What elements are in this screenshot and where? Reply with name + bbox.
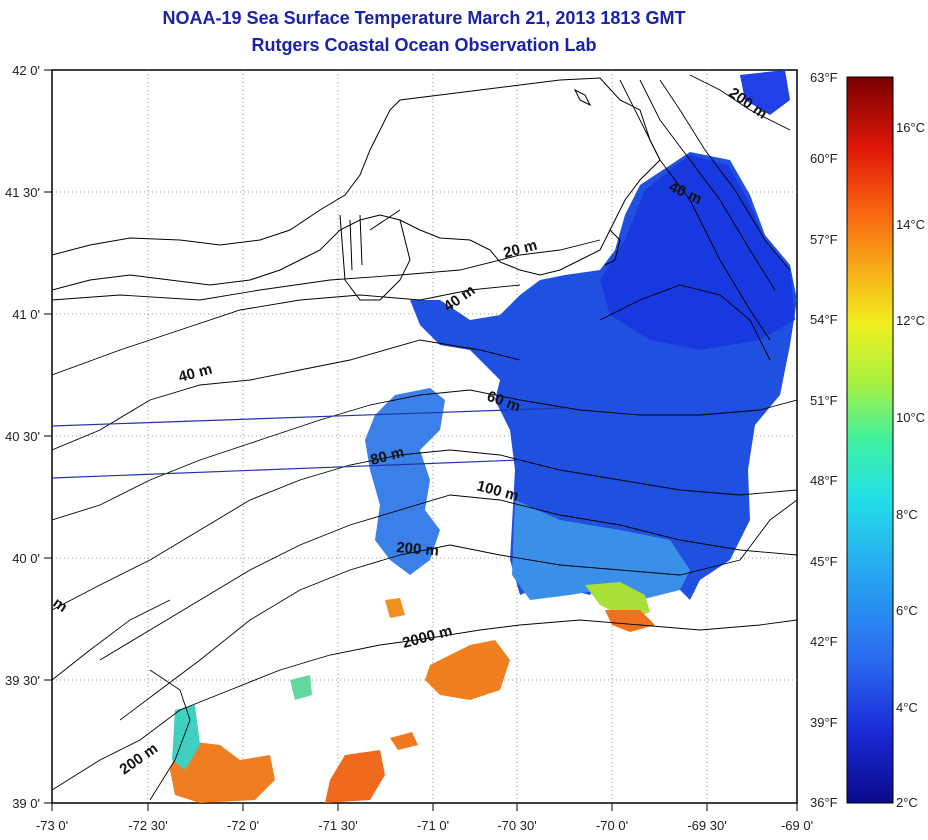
tick-marks [44, 69, 798, 811]
celsius-label: 2°C [896, 795, 918, 810]
canyon-contours-ne [599, 79, 791, 361]
fahrenheit-label: 57°F [810, 232, 838, 247]
latitude-labels: 42 0' 41 30' 41 0' 40 30' 40 0' 39 30' 3… [5, 63, 40, 811]
warm-patch-f [390, 732, 418, 750]
celsius-scale: 16°C 14°C 12°C 10°C 8°C 6°C 4°C 2°C [896, 120, 925, 810]
warm-patch-b [425, 640, 510, 700]
fahrenheit-label: 54°F [810, 312, 838, 327]
contour-200m [119, 499, 797, 721]
fahrenheit-label: 42°F [810, 634, 838, 649]
contour-2000m [52, 619, 797, 791]
fahrenheit-label: 45°F [810, 554, 838, 569]
contour-100m [99, 494, 797, 661]
celsius-label: 12°C [896, 313, 925, 328]
lon-label: -73 0' [36, 818, 68, 833]
mid-water-south [512, 500, 690, 600]
lon-label: -72 0' [227, 818, 259, 833]
lat-label: 40 30' [5, 429, 40, 444]
celsius-label: 4°C [896, 700, 918, 715]
lat-label: 41 0' [12, 307, 40, 322]
coastline [52, 77, 661, 301]
lon-label: -69 30' [687, 818, 726, 833]
celsius-label: 16°C [896, 120, 925, 135]
sst-data [170, 70, 797, 803]
bathymetry-contours [52, 74, 797, 801]
fahrenheit-label: 48°F [810, 473, 838, 488]
contour-200m-top [689, 74, 791, 131]
warm-patch-c [325, 750, 385, 803]
contour-80m [52, 449, 797, 611]
contour-200m-southwest [52, 599, 191, 801]
warm-patch-e [385, 598, 405, 618]
lat-label: 39 0' [12, 796, 40, 811]
fahrenheit-label: 36°F [810, 795, 838, 810]
fahrenheit-label: 51°F [810, 393, 838, 408]
lon-label: -71 0' [417, 818, 449, 833]
lon-label: -72 30' [128, 818, 167, 833]
lon-label: -70 30' [497, 818, 536, 833]
warm-patch-d [170, 740, 275, 803]
lat-label: 42 0' [12, 63, 40, 78]
fahrenheit-label: 39°F [810, 715, 838, 730]
lon-label: -70 0' [596, 818, 628, 833]
celsius-label: 8°C [896, 507, 918, 522]
fahrenheit-scale: 63°F 60°F 57°F 54°F 51°F 48°F 45°F 42°F … [810, 70, 838, 810]
lat-label: 39 30' [5, 673, 40, 688]
fahrenheit-label: 60°F [810, 151, 838, 166]
celsius-label: 14°C [896, 217, 925, 232]
depth-label: 200 m [396, 539, 440, 560]
lat-label: 40 0' [12, 551, 40, 566]
map-subtitle: Rutgers Coastal Ocean Observation Lab [251, 35, 597, 55]
contour-40m-north [52, 284, 521, 376]
cold-water-top [740, 70, 790, 115]
transect-lines [52, 407, 566, 479]
contour-40m-south [52, 339, 521, 451]
cool-patch-g [290, 675, 312, 700]
map-title: NOAA-19 Sea Surface Temperature March 21… [162, 8, 686, 28]
lon-label: -71 30' [318, 818, 357, 833]
longitude-labels: -73 0' -72 30' -72 0' -71 30' -71 0' -70… [36, 818, 813, 833]
lat-label: 41 30' [5, 185, 40, 200]
colorbar [846, 76, 894, 804]
fahrenheit-label: 63°F [810, 70, 838, 85]
celsius-label: 6°C [896, 603, 918, 618]
mid-water-west [365, 388, 445, 575]
cold-water-core [600, 155, 795, 350]
lon-label: -69 0' [781, 818, 813, 833]
cool-patch-west [172, 705, 200, 770]
celsius-label: 10°C [896, 410, 925, 425]
contour-20m [52, 239, 601, 301]
warm-patch-a [605, 610, 655, 632]
